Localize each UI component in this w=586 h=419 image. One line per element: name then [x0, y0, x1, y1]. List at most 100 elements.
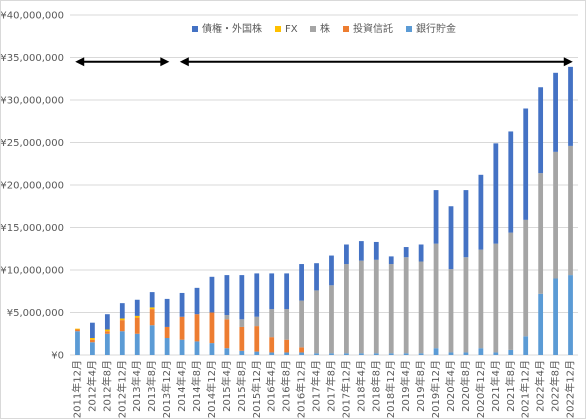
bar-segment-株: [553, 151, 558, 279]
bar-segment-投資信託: [254, 326, 260, 352]
bar-segment-株: [373, 259, 379, 354]
bar-segment-債権・外国株: [90, 322, 95, 338]
legend-label: FX: [285, 24, 298, 35]
bar-segment-投資信託: [90, 339, 95, 343]
bar-segment-株: [254, 316, 260, 327]
bar-segment-債権・外国株: [224, 275, 230, 316]
y-tick-label: ¥10,000,000: [0, 266, 64, 277]
x-tick-label: 2013年4月: [130, 360, 143, 412]
y-tick-label: ¥20,000,000: [0, 181, 64, 192]
x-tick-label: 2013年8月: [145, 360, 158, 412]
x-tick-label: 2020年4月: [444, 360, 457, 412]
double-arrow-annotation: [75, 57, 170, 67]
bar-segment-債権・外国株: [119, 303, 125, 319]
bar-segment-株: [433, 243, 439, 349]
bar-segment-銀行貯金: [284, 352, 290, 355]
x-tick-label: 2012年8月: [100, 360, 113, 412]
bar-segment-投資信託: [134, 317, 140, 334]
gridlines: [70, 14, 578, 356]
bar-segment-投資信託: [179, 316, 185, 340]
bar-segment-株: [329, 285, 334, 354]
bar-segment-銀行貯金: [388, 353, 394, 355]
arrow-head-left: [179, 57, 189, 67]
bar-segment-債権・外国株: [508, 131, 514, 233]
y-tick-label: ¥15,000,000: [0, 223, 64, 234]
bar-segment-債権・外国株: [463, 190, 469, 258]
bar-segment-株: [314, 290, 319, 354]
bar-segment-銀行貯金: [508, 349, 514, 355]
bar-segment-債権・外国株: [149, 292, 155, 308]
legend-item: 銀行貯金: [406, 22, 456, 35]
bar-segment-銀行貯金: [224, 348, 230, 355]
bar-segment-債権・外国株: [314, 263, 319, 291]
bar-segment-債権・外国株: [538, 87, 544, 174]
bar-segment-銀行貯金: [239, 350, 245, 355]
bar-segment-株: [418, 261, 424, 354]
bar-segment-債権・外国株: [239, 275, 245, 320]
bar-segment-銀行貯金: [433, 348, 439, 355]
bar-segment-株: [239, 319, 245, 327]
legend-label: 銀行貯金: [416, 22, 456, 35]
bar-segment-FX: [104, 329, 110, 332]
x-tick-label: 2019年8月: [414, 360, 427, 412]
bars: [75, 66, 573, 355]
annotations: [75, 57, 573, 67]
bar-segment-株: [284, 309, 290, 340]
x-tick-label: 2014年8月: [190, 360, 203, 412]
bar-segment-銀行貯金: [478, 348, 484, 355]
bar-segment-債権・外国株: [553, 72, 558, 152]
bar-segment-株: [344, 264, 349, 354]
bar-segment-銀行貯金: [269, 352, 275, 355]
legend: 債権・外国株 FX 株 投資信託 銀行貯金: [192, 22, 456, 35]
x-tick-label: 2019年12月: [429, 360, 442, 418]
x-tick-label: 2021年8月: [504, 360, 517, 412]
arrow-head-right: [160, 57, 170, 67]
bar-segment-銀行貯金: [90, 342, 95, 355]
x-tick-label: 2016年8月: [280, 360, 293, 412]
x-tick-label: 2022年4月: [534, 360, 547, 412]
bar-segment-株: [224, 315, 230, 320]
y-tick-label: ¥0: [51, 351, 64, 362]
legend-label: 株: [320, 22, 330, 35]
x-tick-label: 2022年12月: [564, 360, 577, 418]
bar-segment-株: [508, 232, 514, 350]
bar-segment-債権・外国株: [478, 174, 484, 250]
bar-segment-債権・外国株: [403, 247, 409, 258]
bar-segment-銀行貯金: [119, 331, 125, 355]
bar-segment-銀行貯金: [358, 353, 364, 355]
bar-segment-FX: [134, 315, 140, 318]
double-arrow-annotation: [179, 57, 573, 67]
bar-segment-株: [358, 260, 364, 354]
bar-segment-銀行貯金: [373, 353, 379, 355]
x-tick-label: 2012年4月: [85, 360, 98, 412]
x-tick-label: 2016年4月: [265, 360, 278, 412]
bar-segment-債権・外国株: [418, 244, 424, 262]
bar-segment-銀行貯金: [448, 352, 454, 355]
bar-segment-債権・外国株: [388, 256, 394, 265]
bar-segment-銀行貯金: [149, 325, 155, 355]
bar-segment-株: [269, 309, 275, 338]
bar-segment-銀行貯金: [179, 339, 185, 355]
x-tick-label: 2013年12月: [160, 360, 173, 418]
bar-segment-債権・外国株: [433, 190, 439, 244]
legend-swatch: [343, 26, 349, 32]
bar-segment-銀行貯金: [568, 275, 573, 355]
legend-item: 投資信託: [343, 22, 393, 35]
bar-segment-投資信託: [149, 309, 155, 326]
bar-segment-債権・外国株: [493, 143, 499, 244]
bar-segment-銀行貯金: [403, 353, 409, 355]
bar-segment-株: [388, 264, 394, 354]
bar-segment-株: [538, 173, 544, 294]
bar-segment-債権・外国株: [523, 108, 529, 220]
x-tick-label: 2019年4月: [399, 360, 412, 412]
y-axis-tick-labels: ¥0 ¥5,000,000 ¥10,000,000 ¥15,000,000 ¥20,00…: [0, 11, 64, 362]
bar-segment-銀行貯金: [194, 341, 200, 355]
bar-segment-債権・外国株: [344, 244, 349, 265]
y-tick-label: ¥5,000,000: [7, 308, 64, 319]
bar-segment-株: [448, 269, 454, 353]
bar-segment-FX: [90, 338, 95, 340]
bar-segment-株: [493, 243, 499, 353]
